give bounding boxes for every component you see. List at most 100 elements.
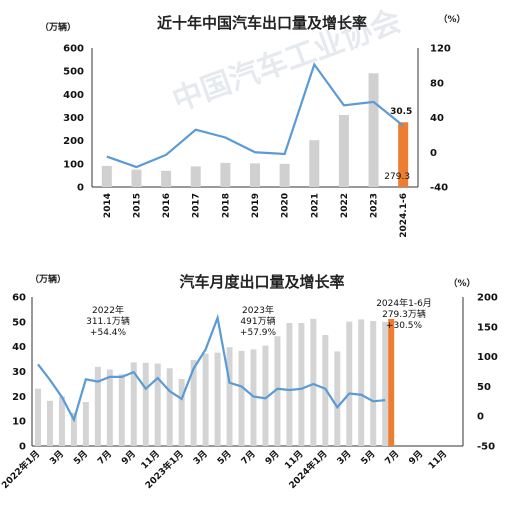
- left-tick-label: 40: [12, 342, 26, 353]
- x-tick-label: 2022: [340, 193, 350, 218]
- chart-title: 汽车月度出口量及增长率: [179, 273, 344, 291]
- bar-monthly-export: [274, 336, 281, 446]
- right-tick-label: 100: [477, 352, 498, 363]
- bar-monthly-export: [322, 334, 329, 446]
- annotation-text: 2022年: [92, 304, 124, 316]
- bar-export-volume: [190, 166, 201, 187]
- bar-highlight-2024h1: [388, 319, 395, 446]
- bar-monthly-export: [202, 353, 209, 446]
- left-axis-unit: （万辆）: [40, 21, 76, 33]
- bar-monthly-export: [166, 368, 173, 446]
- bar-monthly-export: [382, 321, 389, 446]
- x-tick-label: 5月: [215, 448, 234, 467]
- x-tick-label: 2020: [281, 193, 291, 218]
- x-tick-label: 2015: [132, 193, 142, 218]
- annotation-text: +57.9%: [240, 328, 277, 338]
- line-monthly-growth-rate: [37, 313, 386, 423]
- bar-value-label: 279.3: [384, 172, 410, 182]
- chart-title: 近十年中国汽车出口量及增长率: [157, 14, 367, 32]
- left-tick-label: 20: [12, 392, 26, 403]
- bar-monthly-export: [94, 366, 101, 446]
- bar-monthly-export: [334, 351, 341, 446]
- right-tick-label: -50: [477, 442, 495, 453]
- x-tick-label: 11月: [139, 448, 162, 471]
- annotation-text: 2024年1-6月: [376, 297, 432, 309]
- bar-export-volume: [220, 162, 231, 187]
- left-tick-label: 600: [63, 44, 84, 55]
- x-tick-label: 2024年1月: [286, 448, 329, 491]
- bar-monthly-export: [358, 319, 365, 446]
- left-tick-label: 100: [63, 159, 84, 170]
- bar-export-volume: [131, 169, 142, 187]
- x-tick-label: 2023: [370, 193, 380, 218]
- x-tick-label: 2019: [251, 193, 261, 218]
- left-tick-label: 0: [19, 442, 26, 453]
- line-growth-rate: [106, 62, 404, 169]
- x-tick-label: 2018: [221, 193, 231, 218]
- bar-monthly-export: [118, 374, 125, 446]
- bar-monthly-export: [82, 402, 89, 446]
- right-axis-unit: （%）: [448, 278, 475, 289]
- bar-export-volume: [101, 165, 112, 187]
- bar-monthly-export: [34, 388, 41, 446]
- bar-monthly-export: [238, 350, 245, 446]
- line-value-label: 30.5: [390, 107, 412, 117]
- left-tick-label: 50: [12, 317, 26, 328]
- bar-export-volume: [279, 163, 290, 187]
- bar-monthly-export: [250, 349, 257, 446]
- annotation-text: +54.4%: [90, 328, 127, 338]
- bar-export-volume: [161, 170, 172, 187]
- right-tick-label: 120: [430, 44, 451, 55]
- bar-monthly-export: [262, 345, 269, 446]
- left-axis-unit: （万辆）: [30, 273, 66, 285]
- bar-monthly-export: [130, 362, 137, 446]
- left-tick-label: 60: [12, 293, 26, 304]
- left-tick-label: 200: [63, 136, 84, 147]
- bar-monthly-export: [178, 378, 185, 446]
- right-tick-label: 150: [477, 322, 498, 333]
- x-tick-label: 2021: [310, 193, 320, 218]
- bar-export-volume: [368, 73, 379, 187]
- bar-monthly-export: [310, 318, 317, 446]
- x-tick-label: 11月: [283, 448, 306, 471]
- bar-monthly-export: [142, 362, 149, 446]
- bar-export-volume: [338, 114, 349, 187]
- bar-monthly-export: [46, 400, 53, 446]
- left-tick-label: 300: [63, 113, 84, 124]
- annotation-text: 491万辆: [240, 315, 275, 327]
- x-tick-label: 7月: [383, 448, 402, 467]
- x-tick-label: 3月: [335, 448, 354, 467]
- bar-monthly-export: [106, 369, 113, 446]
- x-tick-label: 7月: [239, 448, 258, 467]
- bar-export-volume: [398, 122, 409, 187]
- right-tick-label: 200: [477, 293, 498, 304]
- annotation-text: +30.5%: [386, 321, 423, 331]
- annotation-text: 279.3万辆: [382, 308, 426, 320]
- x-tick-label: 2016: [162, 193, 172, 218]
- x-tick-label: 7月: [95, 448, 114, 467]
- bar-monthly-export: [58, 396, 65, 446]
- chart-annual-exports: 中国汽车工业协会 近十年中国汽车出口量及增长率 （万辆） （%） 0100200…: [40, 4, 466, 238]
- x-tick-label: 2014: [103, 193, 113, 218]
- right-tick-label: 80: [430, 78, 444, 89]
- bar-export-volume: [309, 140, 320, 187]
- left-tick-label: 0: [77, 183, 84, 194]
- left-tick-label: 400: [63, 90, 84, 101]
- right-tick-label: 0: [477, 412, 484, 423]
- bar-monthly-export: [70, 412, 77, 446]
- x-tick-label: 2024.1-6: [399, 193, 409, 238]
- x-tick-label: 11月: [426, 448, 449, 471]
- x-tick-label: 3月: [48, 448, 67, 467]
- bar-monthly-export: [346, 321, 353, 446]
- x-tick-label: 5月: [359, 448, 378, 467]
- left-tick-label: 30: [12, 367, 26, 378]
- left-tick-label: 500: [63, 67, 84, 78]
- bar-monthly-export: [190, 360, 197, 446]
- right-tick-label: 50: [477, 382, 491, 393]
- x-tick-label: 9月: [407, 448, 426, 467]
- bar-monthly-export: [154, 363, 161, 446]
- left-tick-label: 10: [12, 417, 26, 428]
- annotation-text: 311.1万辆: [86, 315, 130, 327]
- right-tick-label: 0: [430, 148, 437, 159]
- x-tick-label: 9月: [119, 448, 138, 467]
